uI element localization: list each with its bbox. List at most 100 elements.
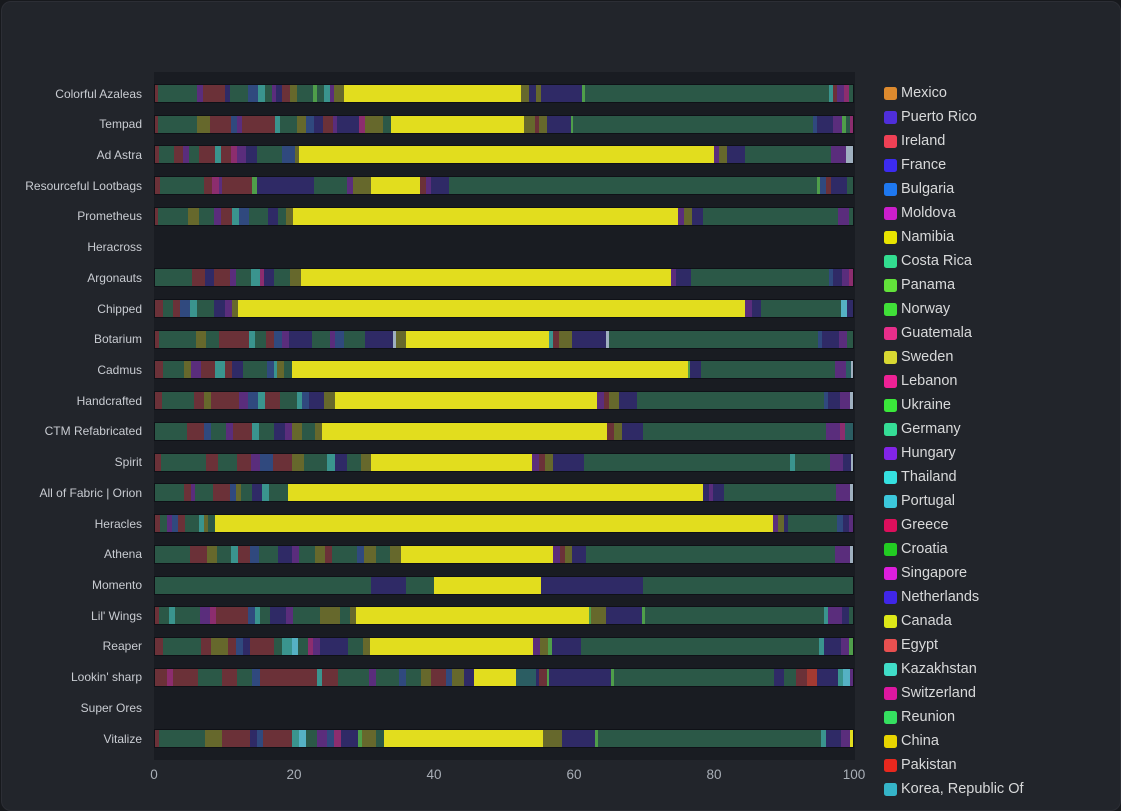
- bar-segment[interactable]: [330, 85, 335, 102]
- bar-segment[interactable]: [607, 422, 614, 440]
- bar-segment[interactable]: [258, 392, 266, 410]
- bar-segment[interactable]: [315, 545, 326, 563]
- bar-segment[interactable]: [642, 576, 853, 594]
- bar-segment[interactable]: [260, 269, 265, 287]
- bar-segment[interactable]: [835, 545, 851, 563]
- bar-segment[interactable]: [613, 422, 622, 440]
- bar-segment[interactable]: [284, 422, 292, 440]
- bar[interactable]: [154, 145, 854, 165]
- bar-segment[interactable]: [174, 146, 183, 164]
- bar-segment[interactable]: [539, 668, 547, 686]
- bar-segment[interactable]: [242, 115, 275, 133]
- bar-segment[interactable]: [431, 668, 446, 686]
- bar-segment[interactable]: [155, 207, 159, 225]
- bar-segment[interactable]: [248, 85, 259, 102]
- bar-segment[interactable]: [305, 730, 318, 748]
- bar-segment[interactable]: [220, 207, 232, 225]
- bar-segment[interactable]: [301, 422, 316, 440]
- bar[interactable]: [154, 452, 854, 472]
- bar-segment[interactable]: [784, 668, 796, 686]
- legend-item[interactable]: Portugal: [884, 489, 1119, 513]
- bar-segment[interactable]: [162, 392, 195, 410]
- bar-segment[interactable]: [848, 85, 853, 102]
- bar-segment[interactable]: [159, 730, 205, 748]
- bar-segment[interactable]: [290, 269, 302, 287]
- bar-segment[interactable]: [159, 607, 169, 625]
- bar-segment[interactable]: [201, 637, 212, 655]
- bar-segment[interactable]: [702, 207, 839, 225]
- bar-segment[interactable]: [405, 668, 422, 686]
- bar-segment[interactable]: [197, 115, 210, 133]
- bar-segment[interactable]: [581, 637, 819, 655]
- bar-segment[interactable]: [281, 637, 292, 655]
- bar-segment[interactable]: [445, 668, 453, 686]
- bar-segment[interactable]: [196, 300, 215, 318]
- bar-segment[interactable]: [840, 730, 851, 748]
- bar-segment[interactable]: [255, 330, 267, 348]
- bar-segment[interactable]: [155, 85, 158, 102]
- bar-segment[interactable]: [281, 85, 291, 102]
- bar-segment[interactable]: [524, 115, 535, 133]
- legend-item[interactable]: Canada: [884, 609, 1119, 633]
- bar-segment[interactable]: [760, 300, 841, 318]
- bar-segment[interactable]: [273, 361, 278, 379]
- bar[interactable]: [154, 176, 854, 196]
- bar-segment[interactable]: [843, 453, 851, 471]
- bar-segment[interactable]: [613, 668, 775, 686]
- bar-segment[interactable]: [671, 269, 676, 287]
- bar-segment[interactable]: [211, 392, 239, 410]
- bar-segment[interactable]: [260, 453, 273, 471]
- bar-segment[interactable]: [231, 545, 239, 563]
- bar-segment[interactable]: [586, 545, 836, 563]
- bar-segment[interactable]: [278, 207, 287, 225]
- bar-segment[interactable]: [291, 545, 299, 563]
- legend-item[interactable]: Hungary: [884, 441, 1119, 465]
- bar-segment[interactable]: [231, 115, 238, 133]
- bar-segment[interactable]: [204, 392, 212, 410]
- bar-segment[interactable]: [206, 545, 217, 563]
- bar-segment[interactable]: [259, 545, 278, 563]
- bar-segment[interactable]: [561, 730, 595, 748]
- bar-segment[interactable]: [237, 115, 243, 133]
- legend-item[interactable]: Egypt: [884, 633, 1119, 657]
- bar-segment[interactable]: [272, 85, 276, 102]
- bar-segment[interactable]: [823, 637, 841, 655]
- bar-segment[interactable]: [225, 300, 232, 318]
- bar-segment[interactable]: [179, 300, 190, 318]
- bar-segment[interactable]: [795, 453, 830, 471]
- bar-segment[interactable]: [155, 515, 160, 533]
- bar-segment[interactable]: [231, 300, 238, 318]
- bar-segment[interactable]: [241, 484, 253, 502]
- bar[interactable]: [154, 514, 854, 534]
- bar-segment[interactable]: [214, 269, 230, 287]
- bar-segment[interactable]: [840, 637, 849, 655]
- bar-segment[interactable]: [816, 177, 820, 195]
- bar-segment[interactable]: [842, 115, 846, 133]
- bar-segment[interactable]: [293, 207, 678, 225]
- bar-segment[interactable]: [268, 207, 279, 225]
- bar-segment[interactable]: [172, 300, 180, 318]
- bar-segment[interactable]: [159, 330, 197, 348]
- bar-segment[interactable]: [539, 637, 548, 655]
- legend-item[interactable]: Guatemala: [884, 321, 1119, 345]
- bar-segment[interactable]: [712, 484, 725, 502]
- bar-segment[interactable]: [359, 115, 365, 133]
- bar-segment[interactable]: [572, 330, 607, 348]
- bar-segment[interactable]: [583, 453, 791, 471]
- bar-segment[interactable]: [188, 146, 199, 164]
- bar-segment[interactable]: [588, 607, 592, 625]
- bar-segment[interactable]: [848, 515, 853, 533]
- bar-segment[interactable]: [211, 637, 229, 655]
- bar-segment[interactable]: [376, 730, 384, 748]
- bar-segment[interactable]: [162, 300, 173, 318]
- bar[interactable]: [154, 268, 854, 288]
- bar-segment[interactable]: [314, 177, 348, 195]
- bar-segment[interactable]: [299, 730, 306, 748]
- bar-segment[interactable]: [383, 730, 544, 748]
- bar-segment[interactable]: [306, 115, 315, 133]
- bar-segment[interactable]: [237, 300, 745, 318]
- bar-segment[interactable]: [702, 484, 710, 502]
- legend-item[interactable]: Lebanon: [884, 369, 1119, 393]
- bar-segment[interactable]: [249, 545, 260, 563]
- bar-segment[interactable]: [292, 730, 300, 748]
